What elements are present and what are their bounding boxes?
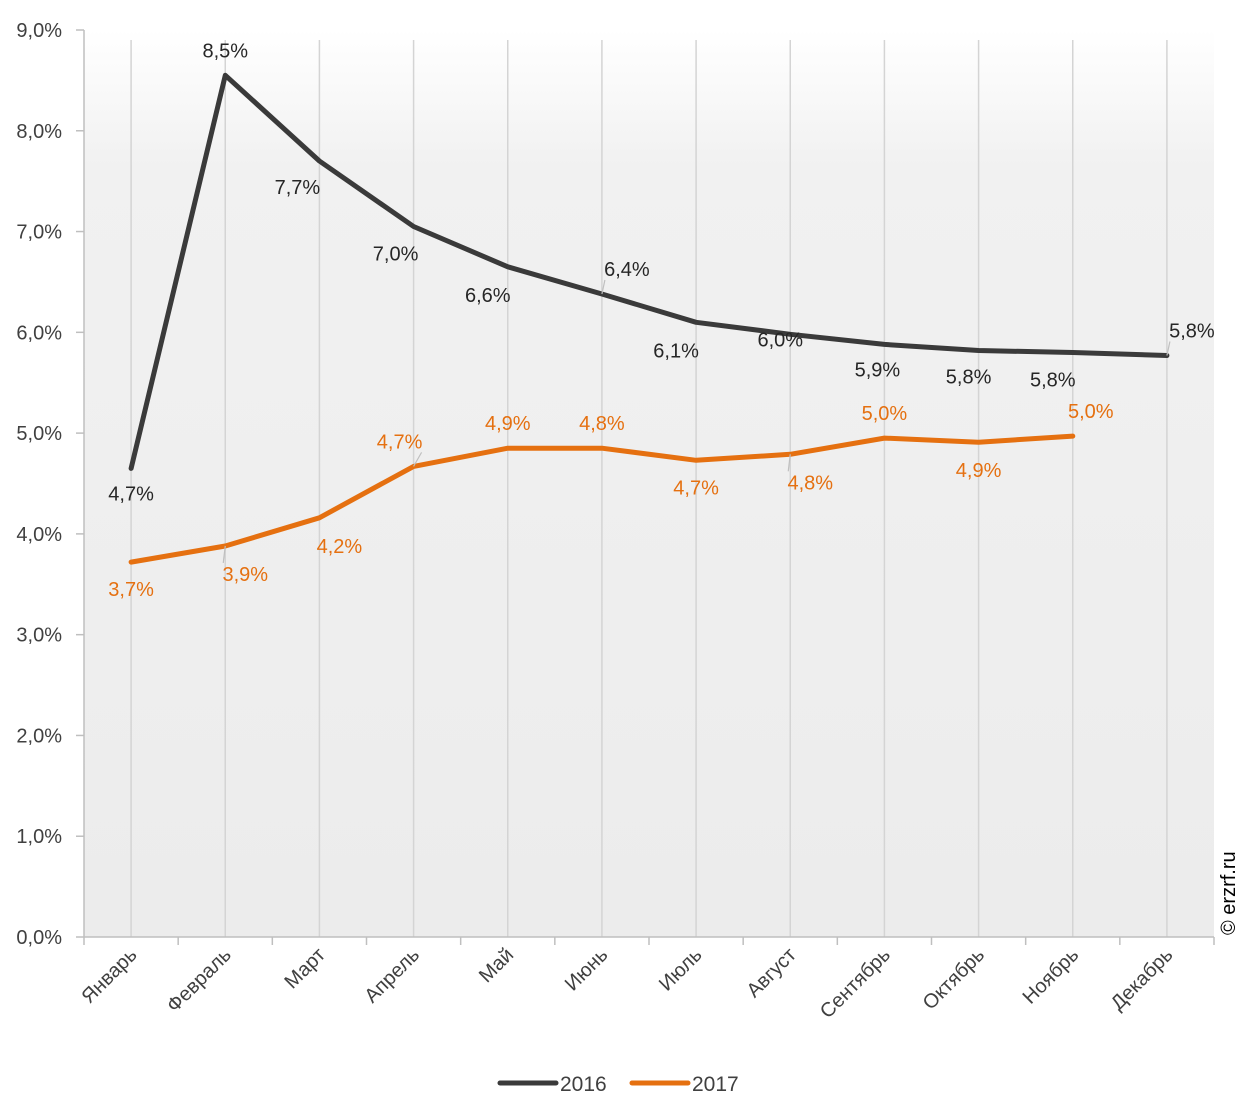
data-label: 4,7%: [377, 431, 423, 453]
x-tick-label: Январь: [78, 944, 142, 1008]
series-lines: [128, 72, 1170, 565]
data-label: 4,7%: [673, 477, 719, 499]
y-tick-label: 2,0%: [16, 725, 62, 747]
data-label: 4,7%: [108, 483, 154, 505]
x-axis-tick-labels: Январь Февраль Март Апрель Май Июнь Июль Август…: [78, 944, 1178, 1023]
x-tick-label: Март: [281, 944, 330, 993]
x-tick-label: Май: [475, 944, 518, 987]
legend: 2016 2017: [497, 1073, 739, 1095]
y-tick-label: 4,0%: [16, 524, 62, 546]
x-tick-label: Август: [743, 944, 801, 1002]
leader-line: [787, 454, 791, 472]
x-tick-label: Ноябрь: [1019, 944, 1084, 1009]
data-label: 5,8%: [1030, 369, 1076, 391]
x-tick-label: Июль: [655, 944, 707, 996]
copyright-text: © erzrf.ru: [1218, 851, 1240, 935]
vertical-gridlines: [130, 40, 1168, 937]
legend-label-2016: 2016: [560, 1073, 607, 1095]
y-tick-label: 8,0%: [16, 121, 62, 143]
x-tick-label: Февраль: [163, 944, 236, 1017]
x-tick-label: Апрель: [361, 944, 425, 1008]
y-tick-label: 6,0%: [16, 322, 62, 344]
data-labels: 4,7% 8,5% 7,7% 7,0% 6,6% 6,4% 6,1% 6,0% 5,9% 5,8%…: [108, 40, 1215, 601]
data-label: 7,0%: [373, 244, 419, 266]
data-label: 3,9%: [222, 564, 268, 586]
data-label: 5,0%: [862, 403, 908, 425]
y-tick-label: 0,0%: [16, 927, 62, 949]
leader-line: [413, 452, 423, 467]
data-label: 6,0%: [757, 329, 803, 351]
x-tick-label: Декабрь: [1107, 944, 1178, 1015]
data-label: 4,8%: [787, 472, 833, 494]
series-line-2016: [128, 72, 1170, 471]
data-label: 6,1%: [653, 340, 699, 362]
x-tick-label: Октябрь: [919, 944, 989, 1014]
data-label: 4,8%: [579, 413, 625, 435]
leader-line: [222, 545, 226, 564]
plot-background: [84, 30, 1214, 937]
y-tick-label: 3,0%: [16, 625, 62, 647]
data-label: 8,5%: [202, 40, 248, 62]
leader-line: [1166, 341, 1171, 356]
data-label: 5,8%: [1169, 321, 1215, 343]
data-label: 3,7%: [108, 579, 154, 601]
data-label: 6,6%: [465, 285, 511, 307]
data-label: 5,9%: [855, 359, 901, 381]
series-line-2017: [128, 433, 1076, 565]
x-tick-label: Июнь: [561, 944, 613, 996]
x-tick-label: Сентябрь: [816, 944, 895, 1023]
data-label: 5,0%: [1068, 401, 1114, 423]
data-label: 5,8%: [946, 366, 992, 388]
legend-label-2017: 2017: [692, 1073, 739, 1095]
y-tick-label: 5,0%: [16, 423, 62, 445]
data-label: 6,4%: [604, 259, 650, 281]
y-axis-tick-labels: 0,0% 1,0% 2,0% 3,0% 4,0% 5,0% 6,0% 7,0% 8,0% 9,0%: [16, 20, 62, 949]
leader-line: [601, 279, 606, 295]
data-label: 4,9%: [485, 413, 531, 435]
axes: [76, 29, 1215, 945]
y-tick-label: 1,0%: [16, 826, 62, 848]
y-tick-label: 7,0%: [16, 222, 62, 244]
data-label: 7,7%: [275, 177, 321, 199]
data-label: 4,9%: [956, 460, 1002, 482]
y-tick-label: 9,0%: [16, 20, 62, 42]
data-label: 4,2%: [317, 536, 363, 558]
